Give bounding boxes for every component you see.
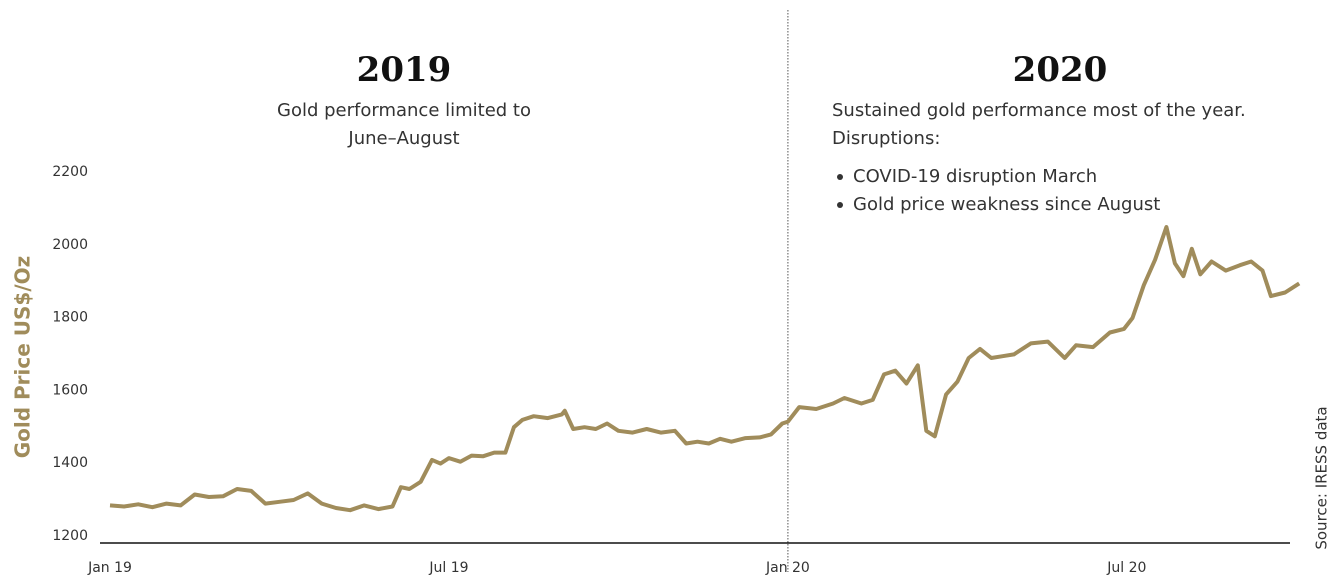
y-tick-label: 1200 xyxy=(52,528,88,544)
bullet xyxy=(837,174,843,180)
note: Gold performance limited to xyxy=(277,100,531,121)
note: Sustained gold performance most of the y… xyxy=(832,100,1246,121)
note: June–August xyxy=(347,128,459,149)
y-tick-label: 1800 xyxy=(52,310,88,326)
x-tick-label: Jul 19 xyxy=(428,560,468,576)
price-line xyxy=(109,225,1301,513)
y-tick-label: 1600 xyxy=(52,382,88,398)
x-tick-label: Jul 20 xyxy=(1106,560,1146,576)
heading: 2019 xyxy=(357,50,452,90)
source: Source: IRESS data xyxy=(1313,406,1331,549)
note: Gold price weakness since August xyxy=(853,194,1160,215)
y-tick-label: 2200 xyxy=(52,164,88,180)
y-tick-label: 1400 xyxy=(52,455,88,471)
heading: 2020 xyxy=(1013,50,1108,90)
bullet xyxy=(837,202,843,208)
y-axis-label: Gold Price US$/Oz xyxy=(11,256,35,459)
note: Disruptions: xyxy=(832,128,940,149)
x-tick-label: Jan 19 xyxy=(87,560,132,576)
note: COVID-19 disruption March xyxy=(853,166,1097,187)
y-tick-label: 2000 xyxy=(52,237,88,253)
